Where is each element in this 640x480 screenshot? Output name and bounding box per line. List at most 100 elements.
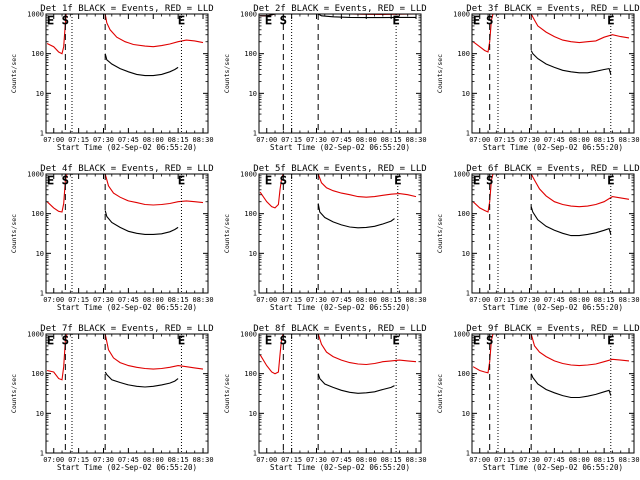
x-tick-label: 08:15: [168, 296, 189, 304]
flag-label: S: [486, 14, 493, 27]
flag-label: S: [280, 334, 287, 347]
x-axis-label: Start Time (02-Sep-02 06:55:20): [270, 303, 410, 312]
flag-label: E: [265, 14, 272, 27]
x-tick-label: 07:15: [494, 456, 515, 464]
y-tick-label: 1: [40, 450, 44, 458]
y-axis-label: Counts/sec: [223, 54, 231, 93]
y-tick-label: 100: [31, 370, 44, 378]
x-tick-label: 07:15: [68, 296, 89, 304]
x-axis-label: Start Time (02-Sep-02 06:55:20): [57, 463, 197, 472]
y-axis-label: Counts/sec: [436, 374, 444, 413]
y-tick-label: 100: [31, 210, 44, 218]
flag-label: S: [62, 174, 69, 187]
x-tick-label: 07:15: [281, 456, 302, 464]
y-tick-label: 1000: [453, 331, 470, 339]
y-tick-label: 1: [466, 450, 470, 458]
events-trace: [104, 371, 179, 388]
plot-frame: [471, 333, 635, 454]
x-tick-label: 08:30: [405, 456, 426, 464]
y-axis-label: Counts/sec: [223, 374, 231, 413]
y-tick-label: 100: [457, 210, 470, 218]
lld-trace: [472, 334, 630, 374]
y-axis-label: Counts/sec: [10, 54, 18, 93]
panel-title: Det 9f BLACK = Events, RED = LLD: [466, 324, 639, 334]
x-tick-label: 07:30: [93, 136, 114, 144]
x-tick-label: 08:30: [405, 296, 426, 304]
x-tick-label: 08:30: [192, 456, 213, 464]
x-tick-label: 08:15: [381, 456, 402, 464]
y-axis-label: Counts/sec: [436, 54, 444, 93]
x-tick-label: 07:00: [469, 296, 490, 304]
x-tick-label: 08:15: [594, 136, 615, 144]
x-tick-label: 07:00: [469, 456, 490, 464]
flag-label: E: [473, 174, 480, 187]
x-tick-label: 08:15: [594, 296, 615, 304]
plot-frame: [471, 13, 635, 134]
flag-label: E: [473, 14, 480, 27]
panel-title: Det 7f BLACK = Events, RED = LLD: [40, 324, 213, 334]
events-trace: [530, 50, 612, 75]
panel-title: Det 1f BLACK = Events, RED = LLD: [40, 4, 213, 14]
x-tick-label: 08:15: [168, 136, 189, 144]
x-tick-label: 07:45: [331, 456, 352, 464]
flag-label: E: [393, 14, 400, 27]
events-trace: [530, 373, 612, 399]
x-tick-label: 08:00: [356, 456, 377, 464]
panel-title: Det 4f BLACK = Events, RED = LLD: [40, 164, 213, 174]
flag-label: E: [607, 14, 614, 27]
panel-title: Det 5f BLACK = Events, RED = LLD: [253, 164, 426, 174]
flag-label: E: [178, 14, 185, 27]
x-axis-label: Start Time (02-Sep-02 06:55:20): [483, 463, 623, 472]
flag-label: E: [47, 334, 54, 347]
y-tick-label: 10: [462, 250, 470, 258]
y-tick-label: 1: [253, 450, 257, 458]
x-tick-label: 07:30: [519, 456, 540, 464]
flag-label: S: [62, 14, 69, 27]
x-tick-label: 07:00: [43, 456, 64, 464]
x-tick-label: 07:15: [494, 296, 515, 304]
flag-label: E: [178, 174, 185, 187]
x-tick-label: 07:45: [118, 296, 139, 304]
y-tick-label: 10: [36, 90, 44, 98]
x-tick-label: 08:00: [569, 456, 590, 464]
plot-frame: [471, 173, 635, 294]
plot-frame: [258, 333, 422, 454]
events-trace: [104, 53, 179, 77]
x-axis-label: Start Time (02-Sep-02 06:55:20): [270, 143, 410, 152]
y-tick-label: 1000: [240, 331, 257, 339]
x-axis-label: Start Time (02-Sep-02 06:55:20): [483, 143, 623, 152]
flag-label: E: [473, 334, 480, 347]
lld-trace: [46, 14, 204, 55]
x-tick-label: 07:30: [93, 456, 114, 464]
x-tick-label: 08:00: [143, 456, 164, 464]
x-tick-label: 07:30: [306, 296, 327, 304]
x-axis-label: Start Time (02-Sep-02 06:55:20): [270, 463, 410, 472]
plot-frame: [45, 13, 209, 134]
x-tick-label: 07:15: [68, 136, 89, 144]
panel-title: Det 6f BLACK = Events, RED = LLD: [466, 164, 639, 174]
y-tick-label: 10: [36, 250, 44, 258]
panel-title: Det 3f BLACK = Events, RED = LLD: [466, 4, 639, 14]
y-tick-label: 100: [244, 210, 257, 218]
y-tick-label: 10: [249, 250, 257, 258]
lld-trace: [46, 334, 204, 381]
x-axis-label: Start Time (02-Sep-02 06:55:20): [57, 143, 197, 152]
x-tick-label: 07:45: [544, 136, 565, 144]
x-tick-label: 07:45: [544, 296, 565, 304]
x-tick-label: 07:15: [68, 456, 89, 464]
y-tick-label: 1000: [27, 11, 44, 19]
plot-frame: [45, 333, 209, 454]
plot-frame: [258, 173, 422, 294]
y-tick-label: 10: [36, 410, 44, 418]
x-tick-label: 08:00: [569, 296, 590, 304]
events-trace: [317, 373, 395, 394]
x-tick-label: 07:30: [306, 456, 327, 464]
x-tick-label: 07:45: [331, 136, 352, 144]
x-tick-label: 08:30: [192, 296, 213, 304]
